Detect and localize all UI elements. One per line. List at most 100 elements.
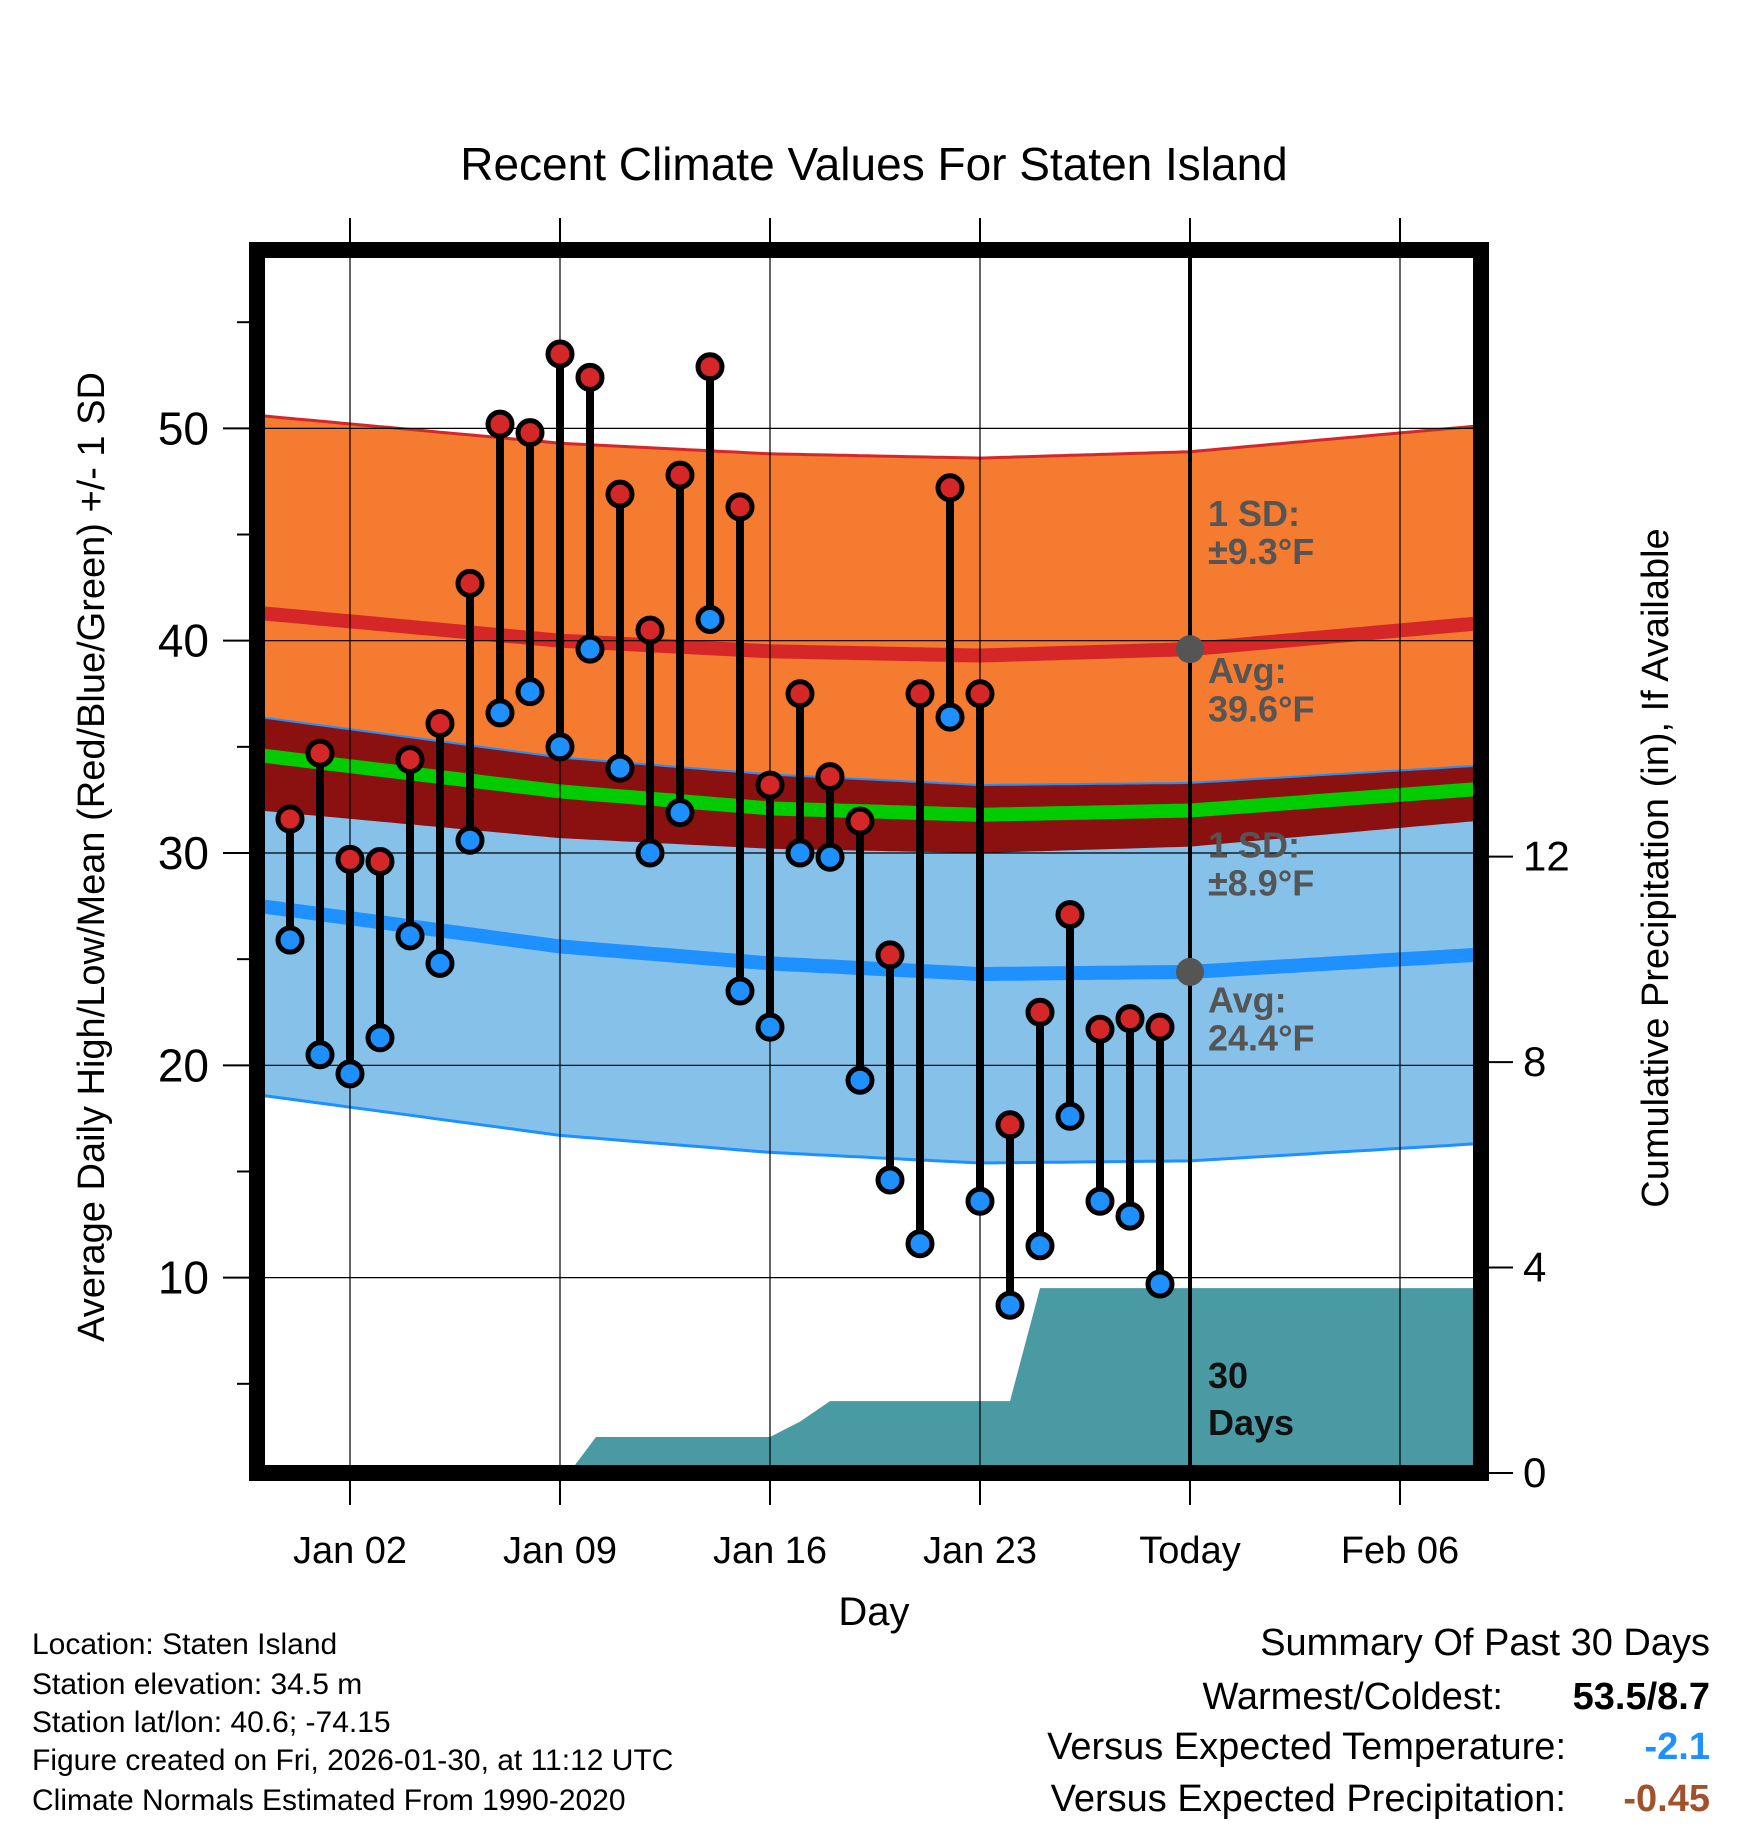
low-sd-annotation-line2: ±8.9°F [1208, 862, 1314, 903]
y-left-tick-label: 10 [158, 1252, 209, 1304]
summary-temp-value: -2.1 [1644, 1726, 1710, 1768]
x-tick-label: Jan 09 [503, 1530, 617, 1572]
low-avg-annotation-line1: Avg: [1208, 979, 1287, 1020]
summary-warm-cold-label: Warmest/Coldest: [1202, 1676, 1503, 1718]
normal-high-line [259, 606, 1476, 663]
daily-high-point [545, 339, 575, 369]
x-tick-label: Jan 23 [923, 1530, 1037, 1572]
footer-elevation: Station elevation: 34.5 m [32, 1668, 363, 1701]
daily-high-point [1085, 1014, 1115, 1044]
daily-low-point [455, 825, 485, 855]
daily-low-point [515, 677, 545, 707]
daily-high-point [935, 473, 965, 503]
summary-warm-cold-value: 53.5/8.7 [1572, 1676, 1710, 1718]
daily-high-point [995, 1110, 1025, 1140]
daily-low-point [935, 702, 965, 732]
daily-low-point [1025, 1231, 1055, 1261]
daily-low-point [665, 798, 695, 828]
daily-high-point [665, 460, 695, 490]
window-annotation-line1: 30 [1208, 1355, 1248, 1396]
daily-high-point [485, 409, 515, 439]
summary-temp-label: Versus Expected Temperature: [1047, 1726, 1566, 1768]
daily-low-point [305, 1040, 335, 1070]
daily-low-point [395, 921, 425, 951]
daily-low-point [335, 1059, 365, 1089]
daily-low-point [485, 698, 515, 728]
y-left-tick-label: 50 [158, 402, 209, 454]
precip-area [569, 1288, 1481, 1473]
summary-precip-value: -0.45 [1623, 1778, 1710, 1820]
x-tick-label: Jan 16 [713, 1530, 827, 1572]
daily-high-point [305, 738, 335, 768]
y-left-tick-label: 20 [158, 1039, 209, 1091]
daily-high-point [1025, 997, 1055, 1027]
daily-high-point [575, 362, 605, 392]
daily-low-point [815, 842, 845, 872]
footer-created: Figure created on Fri, 2026-01-30, at 11… [32, 1744, 674, 1777]
y-right-tick-label: 4 [1523, 1244, 1546, 1291]
daily-high-point [395, 745, 425, 775]
daily-low-point [755, 1012, 785, 1042]
daily-low-point [1055, 1101, 1085, 1131]
daily-high-point [275, 804, 305, 834]
chart-title: Recent Climate Values For Staten Island [460, 138, 1288, 190]
daily-low-point [725, 976, 755, 1006]
normal-high-today-marker [1176, 635, 1204, 664]
daily-high-point [965, 679, 995, 709]
daily-low-point [275, 925, 305, 955]
y-axis-label-left: Average Daily High/Low/Mean (Red/Blue/Gr… [71, 372, 113, 1342]
daily-high-point [605, 479, 635, 509]
high-avg-annotation-line2: 39.6°F [1208, 688, 1314, 729]
window-annotation-line2: Days [1208, 1402, 1294, 1443]
daily-high-point [635, 615, 665, 645]
daily-high-point [365, 847, 395, 876]
daily-high-point [875, 940, 905, 970]
daily-low-point [1115, 1201, 1145, 1231]
y-left-tick-label: 30 [158, 827, 209, 879]
y-right-tick-label: 12 [1523, 833, 1570, 880]
low-avg-annotation-line2: 24.4°F [1208, 1017, 1314, 1058]
x-axis-label: Day [838, 1590, 909, 1634]
daily-high-point [785, 679, 815, 709]
summary-title: Summary Of Past 30 Days [1260, 1622, 1710, 1664]
footer-latlon: Station lat/lon: 40.6; -74.15 [32, 1706, 391, 1739]
daily-high-point [695, 352, 725, 382]
daily-low-point [545, 732, 575, 762]
normal-low-line [259, 899, 1476, 981]
daily-low-point [875, 1165, 905, 1195]
footer-normals: Climate Normals Estimated From 1990-2020 [32, 1784, 626, 1817]
summary-precip-label: Versus Expected Precipitation: [1050, 1778, 1566, 1820]
daily-low-point [785, 838, 815, 868]
x-tick-label: Jan 02 [293, 1530, 407, 1572]
daily-high-point [755, 770, 785, 800]
low-sd-upper-edge [259, 716, 1476, 787]
y-left-tick-label: 40 [158, 615, 209, 667]
high-sd-annotation-line1: 1 SD: [1208, 493, 1300, 534]
y-axis-label-right: Cumulative Precipitation (in), If Availa… [1635, 528, 1677, 1207]
daily-high-point [905, 679, 935, 709]
daily-low-point [1145, 1269, 1175, 1299]
plot-frame [249, 242, 1489, 1481]
daily-high-point [845, 806, 875, 836]
daily-high-point [455, 568, 485, 598]
daily-low-point [365, 1023, 395, 1053]
daily-low-point [575, 634, 605, 664]
high-sd-annotation-line2: ±9.3°F [1208, 531, 1314, 572]
x-tick-label: Feb 06 [1341, 1530, 1459, 1572]
low-sd-lower-edge [259, 1093, 1476, 1165]
daily-high-point [515, 418, 545, 448]
daily-low-point [1085, 1186, 1115, 1216]
daily-low-point [695, 604, 725, 634]
daily-low-point [965, 1186, 995, 1216]
daily-low-point [605, 753, 635, 783]
daily-high-point [425, 708, 455, 738]
daily-low-point [425, 948, 455, 978]
daily-high-point [725, 492, 755, 522]
low-sd-annotation-line1: 1 SD: [1208, 824, 1300, 865]
y-right-tick-label: 8 [1523, 1038, 1546, 1085]
daily-low-point [905, 1229, 935, 1259]
daily-low-point [995, 1290, 1025, 1320]
x-tick-label: Today [1139, 1530, 1240, 1572]
mean-overlap-band [260, 717, 1475, 853]
